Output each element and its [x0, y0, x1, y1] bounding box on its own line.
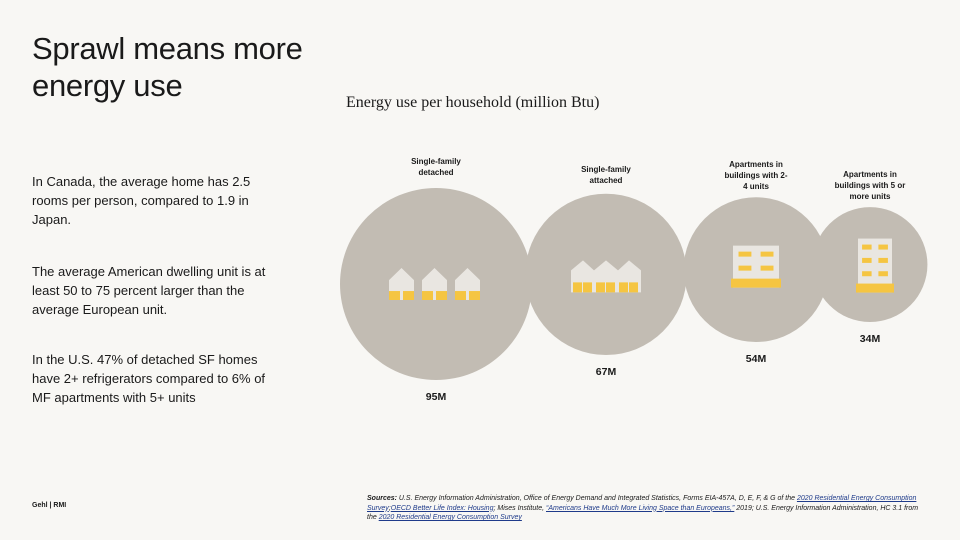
- house-window: [403, 291, 414, 300]
- building-base: [856, 283, 894, 293]
- rowhouse-window: [606, 282, 615, 293]
- sources-note: Sources: U.S. Energy Information Adminis…: [367, 494, 927, 523]
- category-label-line: buildings with 2-: [724, 171, 787, 180]
- building-window: [760, 265, 774, 271]
- slide-title: Sprawl means more energy use: [32, 31, 303, 103]
- category-label-4: Apartments in buildings with 5 or more uni…: [835, 170, 906, 201]
- house-window: [389, 291, 400, 300]
- category-label-1: Single-family detached: [411, 157, 461, 177]
- category-label-line: Single-family: [581, 165, 631, 174]
- value-label-1: 95M: [426, 391, 447, 403]
- category-label-line: 4 units: [743, 182, 769, 191]
- house-window: [422, 291, 433, 300]
- fact-canada: In Canada, the average home has 2.5 room…: [32, 174, 251, 227]
- sources-sep: ;: [388, 504, 391, 512]
- source-link-recs-2020[interactable]: 2020 Residential Energy Consumption Surv…: [367, 495, 917, 512]
- category-label-3: Apartments in buildings with 2- 4 units: [724, 160, 787, 191]
- source-link-oecd[interactable]: OECD Better Life Index: Housing: [390, 504, 494, 512]
- rowhouse-window: [583, 282, 592, 293]
- sources-text-2: ; Mises Institute,: [493, 504, 546, 512]
- sources-text-3: 2019; U.S. Energy Information Administra…: [367, 504, 919, 522]
- building-window: [862, 271, 872, 277]
- house-window: [469, 291, 480, 300]
- rowhouse-window: [596, 282, 605, 293]
- building-window: [738, 251, 752, 257]
- sources-label: Sources:: [367, 495, 397, 502]
- fact-us-europe: The average American dwelling unit is at…: [32, 264, 266, 317]
- building-window: [862, 244, 872, 250]
- large-apartment-icon: [856, 238, 894, 293]
- building-window: [760, 251, 774, 257]
- category-label-line: buildings with 5 or: [835, 181, 906, 190]
- logo: Gehl | RMI: [32, 502, 67, 509]
- building-window: [738, 265, 752, 271]
- building-window: [878, 244, 888, 250]
- category-label-line: more units: [850, 192, 891, 201]
- category-label-2: Single-family attached: [581, 165, 631, 185]
- category-label-line: Apartments in: [843, 170, 897, 179]
- source-link-mises[interactable]: “Americans Have Much More Living Space t…: [546, 504, 735, 512]
- category-label-line: attached: [590, 176, 623, 185]
- chart-title: Energy use per household (million Btu): [346, 94, 600, 111]
- building-window: [878, 271, 888, 277]
- building-window: [862, 257, 872, 263]
- house-window: [436, 291, 447, 300]
- category-label-line: Apartments in: [729, 160, 783, 169]
- rowhouse-window: [573, 282, 582, 293]
- value-label-3: 54M: [746, 353, 767, 365]
- detached-houses-icon: [389, 268, 480, 300]
- attached-houses-icon: [571, 260, 641, 293]
- rowhouse-window: [629, 282, 638, 293]
- building-window: [878, 257, 888, 263]
- house-window: [455, 291, 466, 300]
- category-label-line: Single-family: [411, 157, 461, 166]
- building-base: [731, 278, 781, 288]
- value-label-4: 34M: [860, 333, 881, 345]
- sources-text-1: U.S. Energy Information Administration, …: [396, 495, 797, 502]
- rowhouse-window: [619, 282, 628, 293]
- value-label-2: 67M: [596, 366, 617, 378]
- small-apartment-icon: [731, 245, 781, 288]
- source-link-hc31[interactable]: 2020 Residential Energy Consumption Surv…: [378, 514, 522, 521]
- category-label-line: detached: [418, 168, 453, 177]
- fact-refrigerators: In the U.S. 47% of detached SF homes hav…: [32, 352, 266, 405]
